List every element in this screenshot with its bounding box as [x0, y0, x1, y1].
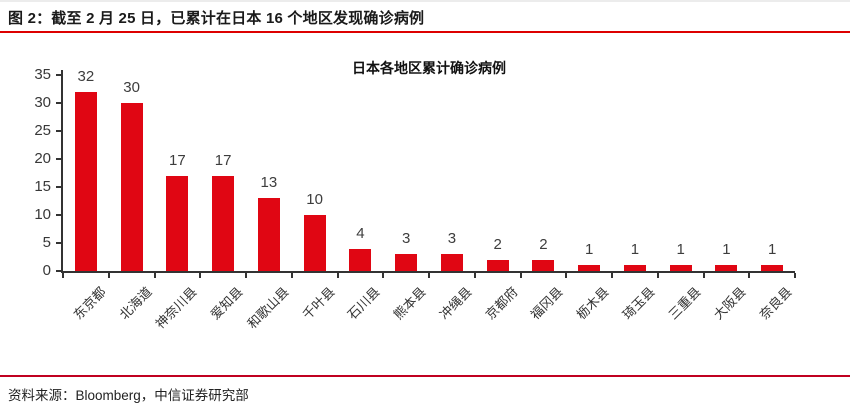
- x-tick-label: 琦玉县: [619, 284, 658, 323]
- bar: [669, 265, 692, 271]
- x-axis-tick: [199, 273, 202, 278]
- bar: [349, 249, 372, 271]
- y-axis-tick: [56, 242, 61, 244]
- bar: [486, 260, 509, 271]
- y-axis-line: [61, 70, 63, 273]
- y-tick-label: 10: [34, 206, 51, 223]
- x-tick-label: 神奈川县: [152, 284, 201, 332]
- y-tick-label: 5: [42, 234, 51, 251]
- x-tick-label: 爱知县: [207, 284, 246, 323]
- x-axis-tick: [428, 273, 430, 278]
- bar-value-label: 1: [630, 241, 640, 258]
- x-axis-tick: [565, 273, 568, 278]
- bar-value-label: 2: [493, 236, 502, 253]
- source-note: 资料来源：Bloomberg，中信证券研究部: [8, 388, 249, 403]
- x-tick-label: 千叶县: [299, 284, 338, 323]
- bar-value-label: 10: [306, 191, 323, 208]
- x-axis-tick: [107, 273, 110, 278]
- bar-value-label: 17: [169, 152, 186, 169]
- y-tick-label: 30: [34, 94, 51, 111]
- x-axis-tick: [611, 273, 613, 278]
- x-axis-tick: [290, 273, 293, 278]
- page-top-border: [0, 0, 850, 2]
- bar-value-label: 2: [539, 236, 548, 253]
- figure-caption: 图 2：截至 2 月 25 日，已累计在日本 16 个地区发现确诊病例: [8, 10, 425, 27]
- bar: [623, 265, 646, 271]
- bar-chart: 日本各地区累计确诊病例 0 5 10 15 20 25 30 35 32 东京都 30 北海道 17 神奈…: [0, 40, 850, 375]
- bar: [715, 265, 738, 271]
- bar-value-label: 32: [77, 68, 95, 85]
- bar-value-label: 13: [260, 174, 278, 191]
- y-tick-label: 15: [34, 178, 51, 195]
- y-axis-tick: [56, 102, 61, 104]
- bar: [212, 176, 235, 271]
- y-axis-tick: [56, 74, 61, 76]
- bar-value-label: 1: [722, 241, 731, 258]
- y-axis-tick: [56, 186, 61, 188]
- x-tick-label: 北海道: [116, 284, 155, 323]
- bar: [303, 215, 326, 271]
- x-axis-tick: [153, 273, 156, 278]
- x-tick-label: 熊本县: [390, 284, 429, 323]
- y-tick-label: 25: [34, 122, 51, 139]
- chart-title: 日本各地区累计确诊病例: [352, 60, 506, 76]
- y-tick-label: 35: [34, 66, 51, 83]
- bar: [761, 265, 784, 271]
- x-axis-tick: [519, 273, 522, 278]
- y-axis-tick: [56, 158, 61, 160]
- bar: [578, 265, 601, 271]
- bar-value-label: 1: [584, 241, 594, 258]
- x-tick-label: 福冈县: [527, 284, 567, 323]
- bar: [257, 198, 280, 271]
- x-axis-tick: [794, 273, 796, 278]
- x-tick-label: 奈良县: [756, 284, 795, 323]
- x-axis-tick: [473, 273, 476, 278]
- bar-value-label: 3: [447, 230, 457, 247]
- x-axis-tick: [748, 273, 751, 278]
- x-tick-label: 冲绳县: [436, 284, 475, 323]
- bar: [440, 254, 463, 271]
- source-rule: [0, 375, 850, 377]
- x-axis-tick: [336, 273, 339, 278]
- bar: [532, 260, 555, 271]
- x-tick-label: 和歌山县: [244, 284, 292, 332]
- x-tick-label: 石川县: [344, 284, 384, 323]
- x-axis-tick: [382, 273, 385, 278]
- x-axis-line: [61, 271, 795, 273]
- x-tick-label: 京都府: [482, 284, 521, 323]
- y-axis-tick: [56, 130, 61, 132]
- y-tick-label: 20: [34, 150, 51, 167]
- bar-value-label: 1: [767, 241, 777, 258]
- bar: [74, 92, 97, 271]
- x-tick-label: 枥木县: [573, 284, 612, 323]
- bar: [166, 176, 189, 271]
- bar-value-label: 1: [676, 241, 685, 258]
- y-tick-label: 0: [42, 262, 51, 279]
- x-tick-label: 大阪县: [710, 284, 750, 323]
- caption-rule: [0, 31, 850, 33]
- x-tick-label: 东京都: [70, 284, 109, 323]
- bar-value-label: 4: [356, 225, 365, 242]
- x-axis-tick: [245, 273, 247, 278]
- x-axis-tick: [656, 273, 659, 278]
- x-tick-label: 三重县: [665, 284, 704, 323]
- bar-value-label: 17: [214, 152, 232, 169]
- bar: [120, 103, 143, 271]
- x-axis-tick: [62, 273, 64, 278]
- y-axis-tick: [56, 270, 61, 272]
- x-axis-tick: [702, 273, 705, 278]
- bar-value-label: 3: [401, 230, 411, 247]
- bar: [395, 254, 418, 271]
- y-axis-tick: [56, 214, 61, 216]
- bar-value-label: 30: [123, 79, 140, 96]
